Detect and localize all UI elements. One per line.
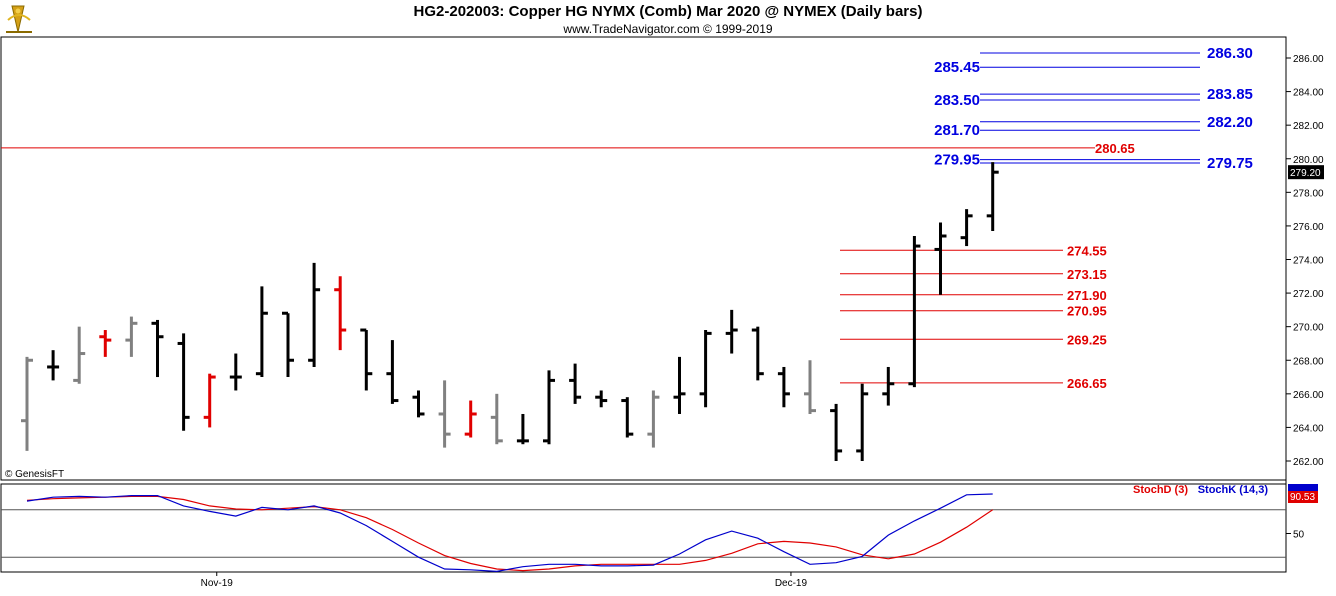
ohlc-bar	[73, 326, 86, 384]
ohlc-bar	[569, 363, 582, 404]
y-tick-label: 278.00	[1293, 188, 1324, 199]
level-label: 266.65	[1067, 376, 1107, 391]
level-label: 270.95	[1067, 304, 1107, 319]
ohlc-bar	[516, 413, 529, 445]
level-label: 271.90	[1067, 288, 1107, 303]
y-tick-label: 284.00	[1293, 88, 1324, 99]
ohlc-bar	[255, 286, 268, 378]
ohlc-bar	[725, 309, 738, 354]
price-panel-frame	[0, 36, 1287, 481]
level-label: 286.30	[1207, 45, 1253, 62]
ohlc-bar	[282, 311, 294, 378]
level-label: 283.85	[1207, 86, 1253, 103]
ohlc-bar	[438, 380, 451, 448]
ohlc-bar	[673, 356, 686, 414]
ohlc-bar	[203, 373, 216, 428]
ohlc-bar	[21, 356, 33, 451]
y-tick-label: 282.00	[1293, 121, 1324, 132]
y-tick-label: 286.00	[1293, 54, 1324, 65]
last-price-label: 279.20	[1290, 168, 1321, 179]
ohlc-bar	[856, 383, 869, 461]
level-label: 274.55	[1067, 243, 1107, 258]
legend-stoch-k: StochK (14,3)	[1198, 484, 1269, 496]
ohlc-bar	[386, 340, 399, 404]
y-tick-label: 262.00	[1293, 457, 1324, 468]
ohlc-bar	[99, 330, 112, 357]
chart-subtitle: www.TradeNavigator.com © 1999-2019	[563, 22, 773, 36]
ohlc-bar	[464, 400, 477, 438]
ohlc-bar	[934, 222, 947, 295]
stoch-d-value-tag	[1288, 491, 1318, 503]
ohlc-bar	[647, 390, 660, 448]
y-tick-label: 268.00	[1293, 356, 1324, 367]
legend-stoch-d: StochD (3)	[1133, 484, 1188, 496]
ohlc-bar	[308, 262, 321, 367]
y-tick-label: 270.00	[1293, 323, 1324, 334]
data-credit: © GenesisFT	[5, 469, 65, 480]
stoch-d-value-label: 90.53	[1290, 492, 1315, 503]
oscillator-panel-frame	[0, 483, 1287, 573]
chart-title: HG2-202003: Copper HG NYMX (Comb) Mar 20…	[413, 3, 923, 20]
ohlc-bar	[804, 360, 816, 414]
ohlc-bar	[412, 390, 425, 418]
ohlc-bar	[151, 319, 164, 378]
level-label: 282.20	[1207, 114, 1253, 131]
x-tick-label: Dec-19	[775, 578, 808, 589]
ohlc-bar	[177, 333, 190, 431]
level-label: 273.15	[1067, 267, 1107, 282]
ohlc-bar	[543, 370, 555, 445]
osc-tick-label: 50	[1293, 530, 1305, 541]
last-price-tag	[1288, 165, 1324, 180]
level-label: 283.50	[934, 92, 980, 109]
level-label: 280.65	[1095, 141, 1135, 156]
stoch-k-value-tag	[1288, 484, 1318, 492]
ohlc-bar	[595, 390, 608, 408]
ohlc-bar	[360, 328, 373, 391]
ohlc-bar	[882, 366, 895, 406]
genesis-logo-icon	[6, 5, 32, 33]
y-tick-label: 264.00	[1293, 423, 1324, 434]
ohlc-bar	[777, 366, 790, 408]
ohlc-bar	[490, 393, 503, 445]
level-label: 281.70	[934, 122, 980, 139]
level-label: 279.75	[1207, 155, 1253, 172]
y-tick-label: 274.00	[1293, 256, 1324, 267]
y-tick-label: 272.00	[1293, 289, 1324, 300]
y-tick-label: 280.00	[1293, 155, 1324, 166]
ohlc-bar	[699, 330, 712, 408]
ohlc-bar	[229, 353, 242, 391]
ohlc-bar	[751, 326, 764, 381]
stoch-series-line	[26, 493, 993, 573]
y-tick-label: 266.00	[1293, 390, 1324, 401]
ohlc-bar	[960, 209, 973, 247]
ohlc-bar	[621, 397, 634, 438]
y-tick-label: 276.00	[1293, 222, 1324, 233]
ohlc-bar	[125, 316, 138, 357]
ohlc-bar	[47, 350, 60, 381]
x-tick-label: Nov-19	[201, 578, 234, 589]
ohlc-bar	[334, 276, 347, 351]
level-label: 279.95	[934, 152, 980, 169]
ohlc-bar	[986, 162, 999, 231]
level-label: 269.25	[1067, 332, 1107, 347]
level-label: 285.45	[934, 59, 980, 76]
stoch-series-line	[26, 495, 994, 572]
ohlc-bar	[908, 235, 921, 388]
ohlc-bar	[830, 403, 843, 461]
